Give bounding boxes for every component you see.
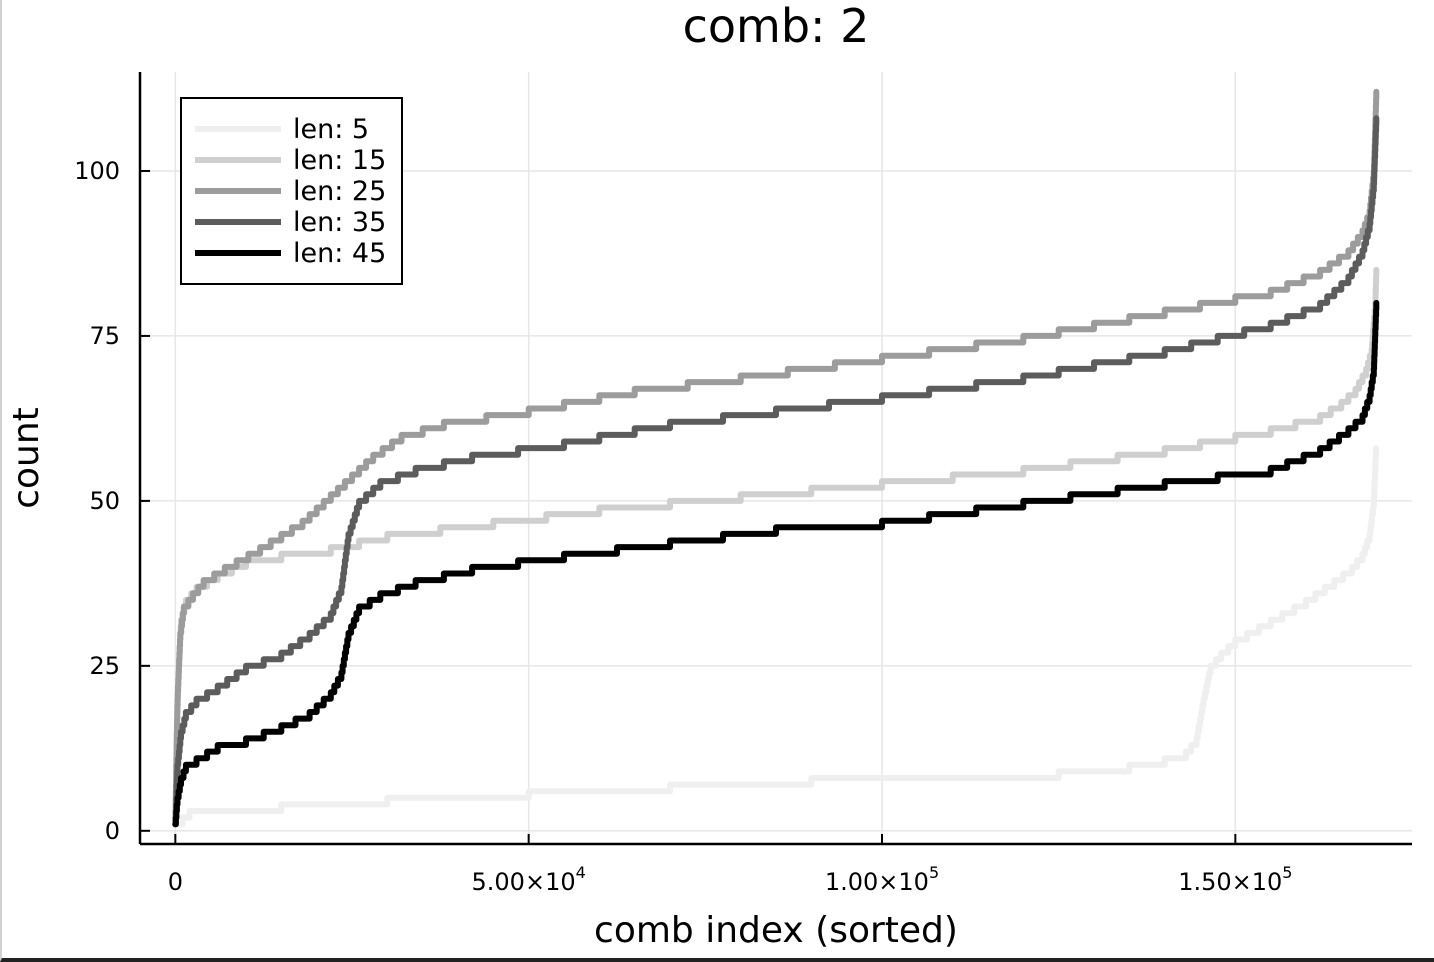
x-tick-label: 1.50×105 <box>1178 863 1292 896</box>
legend-entry: len: 5 <box>293 114 369 145</box>
y-tick-label: 75 <box>89 322 120 350</box>
y-tick-label: 100 <box>74 157 120 185</box>
legend-entry: len: 15 <box>293 145 386 176</box>
legend-entry: len: 35 <box>293 207 386 238</box>
series-line-4 <box>172 115 1380 828</box>
x-tick-labels: 0 5.00×104 1.00×105 1.50×105 <box>168 863 1293 896</box>
legend-entry: len: 25 <box>293 176 386 207</box>
y-tick-label: 50 <box>89 487 120 515</box>
x-tick-label: 1.00×105 <box>825 863 939 896</box>
x-tick-label: 0 <box>168 868 183 896</box>
x-tick-label: 5.00×104 <box>472 863 586 896</box>
axes <box>138 72 1412 846</box>
legend-entry: len: 45 <box>293 238 386 269</box>
y-axis-label: count <box>6 407 47 509</box>
chart-title: comb: 2 <box>683 0 870 53</box>
series-line-5 <box>172 299 1380 828</box>
y-tick-labels: 0 25 50 75 100 <box>74 157 120 845</box>
y-tick-label: 0 <box>105 817 120 845</box>
series-group <box>172 88 1380 828</box>
series-line-1 <box>172 445 1379 828</box>
y-tick-label: 25 <box>89 652 120 680</box>
x-axis-label: comb index (sorted) <box>594 910 958 951</box>
